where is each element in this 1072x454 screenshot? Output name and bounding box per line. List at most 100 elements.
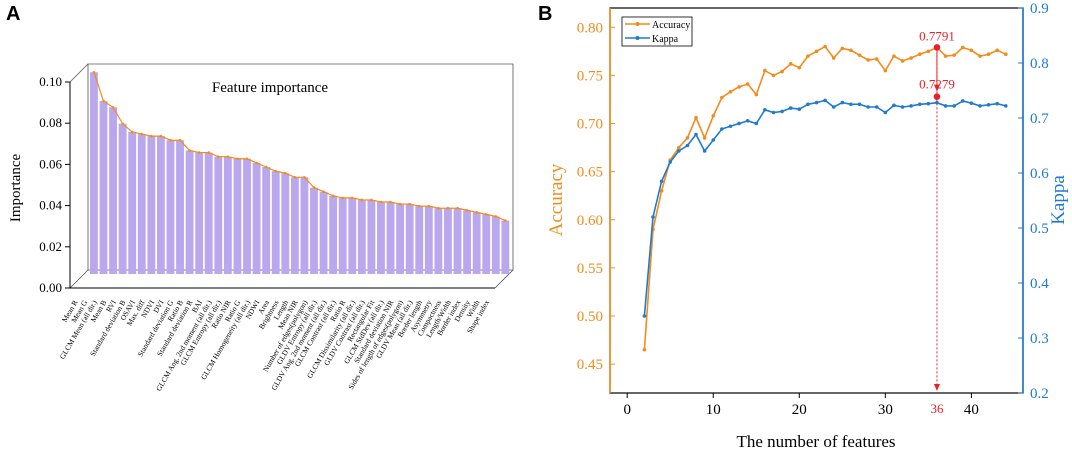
importance-trend-point (150, 134, 153, 138)
panel-b-letter: B (538, 3, 552, 25)
chart-a-trend-line (92, 70, 507, 222)
importance-bar (137, 134, 146, 274)
accuracy-tick-label: 0.80 (577, 20, 603, 36)
kappa-point (883, 110, 888, 115)
kappa-tick-label: 0.6 (1030, 166, 1049, 182)
importance-bar (195, 152, 204, 274)
chart-a-y-tick-label: 0.06 (39, 156, 62, 171)
importance-bar (233, 158, 242, 274)
accuracy-point (754, 92, 759, 97)
kappa-point (720, 127, 724, 131)
importance-bar (424, 206, 433, 274)
chart-a-y-tick-label: 0.00 (39, 280, 62, 295)
kappa-legend-marker (635, 36, 640, 40)
accuracy-point (694, 115, 698, 120)
kappa-point (840, 100, 845, 105)
accuracy-point (840, 46, 845, 51)
importance-trend-point (130, 130, 134, 134)
importance-bar (329, 195, 338, 274)
importance-trend-line (93, 72, 506, 222)
chart-b-series (642, 44, 1008, 352)
accuracy-point (728, 89, 733, 94)
importance-bar (338, 197, 347, 274)
accuracy-series (642, 44, 1008, 352)
accuracy-point (702, 136, 707, 140)
importance-bar (367, 199, 376, 274)
kappa-point (909, 104, 913, 108)
kappa-point (780, 109, 784, 114)
kappa-point (995, 101, 999, 106)
importance-bar (128, 131, 137, 274)
importance-trend-point (350, 196, 354, 200)
kappa-point (952, 104, 956, 108)
kappa-line (643, 99, 1006, 317)
accuracy-point (892, 54, 896, 58)
accuracy-tick-label: 0.70 (577, 117, 603, 133)
importance-trend-point (437, 206, 440, 210)
accuracy-point (737, 85, 741, 89)
importance-trend-point (207, 151, 211, 154)
chart-a-y-axis-label: Importance (8, 154, 24, 223)
kappa-point (926, 101, 931, 106)
legend-box (621, 16, 693, 47)
importance-trend-point (465, 208, 469, 212)
importance-bar (109, 107, 117, 274)
accuracy-point (745, 82, 750, 86)
importance-trend-point (389, 200, 392, 204)
kappa-point (754, 121, 759, 126)
accuracy-legend-label: Accuracy (652, 20, 690, 31)
importance-bar (166, 140, 175, 274)
importance-bar (386, 202, 395, 274)
accuracy-max-marker (933, 44, 941, 51)
accuracy-point (797, 65, 802, 70)
importance-trend-point (341, 196, 344, 200)
importance-bar (491, 216, 500, 274)
x-tick-label: 0 (623, 402, 631, 418)
accuracy-to-kappa-arrow (933, 84, 940, 92)
accuracy-tick-label: 0.60 (577, 213, 603, 229)
importance-bar (434, 208, 443, 274)
kappa-point (677, 149, 681, 153)
importance-trend-point (102, 99, 105, 103)
chart-b-ticks: 0.450.500.550.600.650.700.750.800.20.30.… (577, 1, 1050, 418)
kappa-point (806, 102, 810, 107)
optimal-feature-count-label: 36 (930, 401, 944, 416)
importance-trend-point (121, 122, 124, 126)
kappa-point (831, 105, 836, 109)
kappa-point (866, 105, 870, 109)
accuracy-point (806, 54, 810, 58)
importance-bar (118, 123, 127, 275)
kappa-point (702, 149, 707, 153)
importance-trend-point (274, 169, 278, 173)
kappa-tick-label: 0.5 (1030, 221, 1049, 237)
importance-trend-point (255, 161, 258, 165)
chart-b-x-axis-label: The number of features (736, 432, 895, 451)
importance-bar (243, 158, 251, 274)
accuracy-point (960, 45, 965, 50)
importance-trend-point (494, 215, 498, 218)
importance-bar (223, 156, 232, 274)
importance-trend-point (236, 157, 239, 161)
kappa-point (771, 110, 776, 115)
kappa-max-label: 0.7279 (919, 77, 955, 92)
importance-trend-point (379, 200, 383, 204)
kappa-point (763, 107, 767, 112)
kappa-point (969, 101, 974, 105)
kappa-point (1003, 104, 1008, 108)
importance-bar (147, 136, 156, 274)
chart-a-y-ticks: 0.00 0.02 0.04 0.06 0.08 0.10 (39, 74, 70, 295)
importance-trend-point (159, 134, 163, 138)
importance-bar (405, 204, 414, 274)
accuracy-point (909, 56, 913, 60)
kappa-point (685, 143, 690, 148)
chart-b-annotations: 0.7791 0.7279 36 (919, 28, 955, 416)
importance-bar (310, 187, 318, 274)
kappa-point (745, 118, 750, 123)
accuracy-point (900, 59, 905, 63)
importance-trend-point (370, 198, 373, 202)
importance-trend-point (398, 202, 402, 206)
feature-importance-chart: Feature importance Importance 0.000.020.… (8, 63, 514, 393)
accuracy-axis-label: Accuracy (546, 163, 567, 236)
accuracy-point (659, 189, 664, 193)
